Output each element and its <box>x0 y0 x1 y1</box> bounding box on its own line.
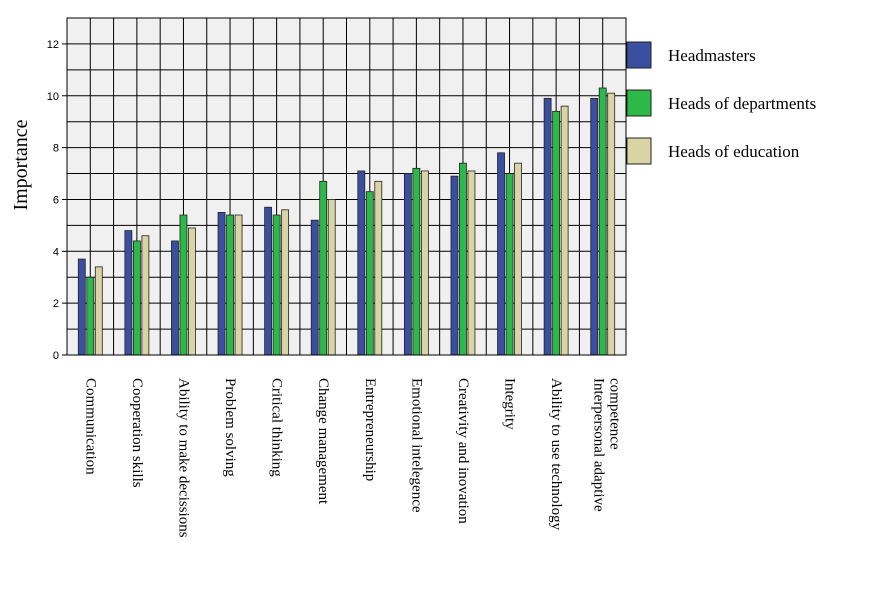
y-tick-label: 4 <box>53 246 59 258</box>
y-tick-label: 0 <box>53 350 59 362</box>
bar <box>226 214 234 356</box>
bar <box>403 173 412 356</box>
bar <box>497 152 505 356</box>
bar <box>310 219 319 356</box>
x-category-label: Emotional intelegence <box>408 378 424 513</box>
bar <box>132 240 141 356</box>
x-category-label: Problem solving <box>222 378 238 477</box>
x-category-label: Creativity and inovation <box>455 378 471 524</box>
x-category-label: Ability to make decissions <box>175 378 191 538</box>
bar <box>514 162 522 356</box>
bar <box>272 214 281 356</box>
legend-label: Headmasters <box>668 46 756 65</box>
bar <box>124 230 133 356</box>
bar <box>552 110 561 356</box>
bar <box>365 191 374 356</box>
y-tick-label: 6 <box>53 194 59 206</box>
x-category-label: Change management <box>315 378 331 505</box>
bar <box>141 235 150 356</box>
y-axis-title: Importance <box>10 119 32 210</box>
plot-area-frame <box>66 17 627 356</box>
bar <box>607 92 616 356</box>
y-tick-label: 10 <box>47 91 59 103</box>
legend-swatch <box>626 137 652 165</box>
bar <box>94 266 103 356</box>
legend-swatch <box>626 89 652 117</box>
legend-label: Heads of education <box>668 142 800 161</box>
x-category-label: Ability to use technology <box>548 378 564 531</box>
bar <box>543 97 552 356</box>
bar <box>598 87 607 356</box>
bar <box>327 199 336 356</box>
y-tick-label: 12 <box>47 39 59 51</box>
bar <box>560 105 569 356</box>
x-category-label: Cooperation skills <box>129 378 145 488</box>
y-tick-label: 2 <box>53 298 59 310</box>
bar <box>179 214 188 356</box>
legend: Headmasters Heads of departments Heads of … <box>626 41 816 165</box>
bar <box>357 170 366 356</box>
bar <box>281 209 290 356</box>
x-category-label: Integrity <box>502 378 518 430</box>
bar <box>319 180 328 356</box>
bar <box>505 173 514 356</box>
bar <box>86 276 95 356</box>
bar <box>234 214 243 356</box>
bar <box>374 180 383 356</box>
legend-label: Heads of departments <box>668 94 816 113</box>
bar <box>171 240 179 356</box>
x-category-label: Interpersonal adaptive <box>591 378 607 512</box>
bar <box>217 212 226 356</box>
y-axis-ticks: 0 2 4 6 8 10 12 <box>47 39 67 362</box>
bar <box>590 97 599 356</box>
legend-swatch <box>626 41 652 69</box>
bar <box>412 167 421 356</box>
x-category-label: competence <box>607 378 623 450</box>
bar <box>420 170 429 356</box>
x-category-label: Entrepreneurship <box>362 378 378 481</box>
bar <box>77 258 86 356</box>
bar <box>467 170 476 356</box>
y-tick-label: 8 <box>53 143 59 155</box>
bar <box>459 162 467 356</box>
bar <box>450 175 459 356</box>
bar <box>264 206 273 356</box>
x-axis-category-labels: Communication Cooperation skills Ability t… <box>82 378 622 538</box>
x-category-label: Critical thinking <box>269 378 285 477</box>
x-category-label: Communication <box>82 378 98 475</box>
bar <box>188 227 196 356</box>
